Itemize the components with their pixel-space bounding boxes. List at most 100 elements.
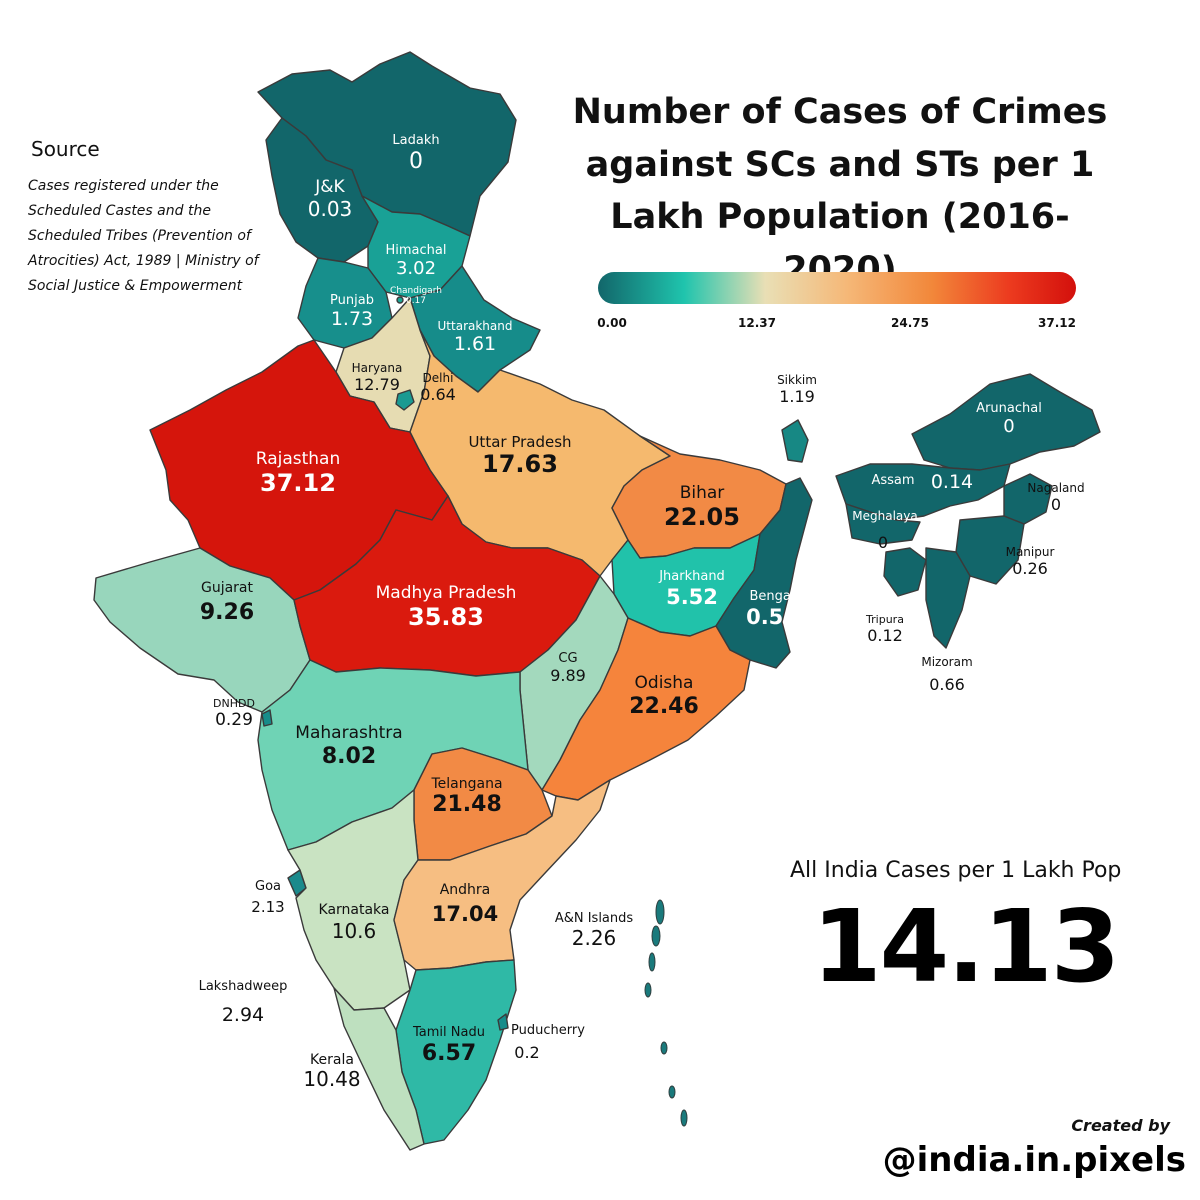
label-value: 3.02 bbox=[395, 257, 437, 279]
label-value: 0.12 bbox=[867, 625, 903, 645]
region-odisha bbox=[541, 617, 751, 801]
label-haryana: Haryana 12.79 bbox=[352, 361, 403, 394]
label-meghalaya-value: 0 bbox=[877, 533, 889, 552]
label-name: Assam bbox=[871, 473, 915, 488]
label-cg: CG 9.89 bbox=[550, 651, 586, 685]
region-bengal bbox=[715, 477, 813, 669]
all-india-value: 14.13 bbox=[812, 888, 1120, 1005]
region-dnhdd bbox=[261, 709, 273, 727]
label-name: Nagaland bbox=[1027, 481, 1085, 495]
label-value: 17.04 bbox=[431, 902, 499, 927]
label-value: 0.2 bbox=[514, 1043, 540, 1062]
label-name: Puducherry bbox=[511, 1023, 585, 1038]
label-tamilnadu: Tamil Nadu 6.57 bbox=[413, 1025, 485, 1066]
label-name: Mizoram bbox=[921, 655, 973, 669]
label-value: 0 bbox=[1050, 494, 1062, 514]
label-up: Uttar Pradesh 17.63 bbox=[468, 433, 572, 479]
label-name: Manipur bbox=[1005, 545, 1055, 559]
label-value: 22.05 bbox=[664, 502, 740, 531]
label-ladakh: Ladakh 0 bbox=[392, 133, 440, 174]
label-name: CG bbox=[558, 651, 578, 666]
label-value: 35.83 bbox=[408, 602, 484, 631]
label-name: Chandigarh bbox=[390, 286, 442, 296]
label-value: 22.46 bbox=[629, 693, 699, 719]
label-value: 0.17 bbox=[405, 296, 427, 307]
label-goa: Goa 2.13 bbox=[251, 879, 285, 916]
label-name: Arunachal bbox=[976, 401, 1042, 416]
label-value: 0.54 bbox=[746, 604, 798, 629]
legend-tick-1: 12.37 bbox=[738, 316, 776, 330]
label-nagaland: Nagaland 0 bbox=[1027, 481, 1085, 514]
label-uttarakhand: Uttarakhand 1.61 bbox=[437, 319, 513, 356]
label-value: 0.14 bbox=[930, 471, 974, 493]
label-name: Tripura bbox=[866, 613, 904, 626]
label-dnhdd: DNHDD 0.29 bbox=[213, 697, 255, 730]
label-name: DNHDD bbox=[213, 697, 255, 710]
label-name: Uttarakhand bbox=[437, 319, 513, 333]
label-value: 12.79 bbox=[354, 374, 400, 394]
label-name: Madhya Pradesh bbox=[375, 583, 517, 603]
label-value: 1.73 bbox=[330, 307, 374, 330]
label-jharkhand: Jharkhand 5.52 bbox=[659, 569, 725, 609]
label-gujarat: Gujarat 9.26 bbox=[200, 580, 254, 625]
label-lakshadweep: Lakshadweep 2.94 bbox=[199, 979, 288, 1027]
label-rajasthan: Rajasthan 37.12 bbox=[255, 449, 341, 497]
label-name: Gujarat bbox=[200, 580, 253, 596]
region-mizoram bbox=[925, 547, 971, 649]
label-value: 9.89 bbox=[550, 665, 586, 685]
label-value: 0 bbox=[877, 533, 889, 552]
label-chandigarh: Chandigarh 0.17 bbox=[390, 286, 442, 307]
label-name: Punjab bbox=[330, 293, 374, 308]
legend-tick-min: 0.00 bbox=[597, 316, 627, 330]
label-himachal: Himachal 3.02 bbox=[386, 243, 447, 280]
label-value: 8.02 bbox=[321, 743, 377, 769]
label-value: 9.26 bbox=[199, 600, 255, 626]
chart-title: Number of Cases of Crimes against SCs an… bbox=[572, 92, 1108, 290]
label-value: 0.26 bbox=[1012, 558, 1048, 578]
label-value: 2.94 bbox=[221, 1003, 265, 1026]
label-delhi: Delhi 0.64 bbox=[420, 371, 456, 404]
color-scale-legend bbox=[598, 272, 1076, 304]
label-name: Sikkim bbox=[777, 373, 817, 387]
label-karnataka: Karnataka 10.6 bbox=[319, 902, 390, 943]
label-puducherry-value: 0.2 bbox=[514, 1043, 540, 1062]
label-mizoram: Mizoram 0.66 bbox=[921, 655, 973, 694]
credit-label: Created by bbox=[1071, 1116, 1170, 1135]
label-value: 0.03 bbox=[307, 196, 353, 221]
label-arunachal: Arunachal 0 bbox=[976, 401, 1042, 438]
label-odisha: Odisha 22.46 bbox=[629, 673, 699, 719]
label-value: 2.13 bbox=[251, 897, 285, 916]
region-meghalaya bbox=[845, 503, 921, 545]
region-sikkim bbox=[781, 419, 809, 463]
label-name: Kerala bbox=[310, 1052, 354, 1068]
label-value: 10.48 bbox=[303, 1067, 361, 1092]
label-mp: Madhya Pradesh 35.83 bbox=[375, 583, 517, 631]
label-name: Telangana bbox=[431, 776, 503, 792]
label-bihar: Bihar 22.05 bbox=[664, 483, 740, 531]
label-name: Odisha bbox=[634, 673, 694, 693]
label-bengal: Bengal 0.54 bbox=[746, 589, 798, 629]
label-name: Rajasthan bbox=[255, 449, 341, 469]
label-value: 10.6 bbox=[331, 919, 377, 944]
label-name: Tamil Nadu bbox=[413, 1025, 485, 1040]
region-jk bbox=[265, 117, 379, 263]
region-andhra bbox=[393, 779, 611, 971]
label-value: 1.19 bbox=[779, 386, 815, 406]
label-name: Uttar Pradesh bbox=[468, 433, 572, 451]
label-jk: J&K 0.03 bbox=[307, 177, 353, 221]
label-value: 21.48 bbox=[432, 792, 502, 818]
label-value: 0.29 bbox=[215, 709, 253, 730]
label-assam: Assam bbox=[871, 473, 915, 489]
region-an-islands bbox=[644, 899, 688, 1127]
source-text: Cases registered under the Scheduled Cas… bbox=[28, 178, 259, 294]
label-name: Goa bbox=[255, 879, 281, 894]
all-india-label: All India Cases per 1 Lakh Pop bbox=[790, 858, 1122, 883]
label-name: Maharashtra bbox=[295, 723, 403, 743]
label-manipur: Manipur 0.26 bbox=[1005, 545, 1055, 578]
region-kerala bbox=[333, 987, 425, 1151]
label-name: Bihar bbox=[679, 483, 725, 503]
label-name: Ladakh bbox=[392, 133, 440, 148]
label-telangana: Telangana 21.48 bbox=[431, 776, 502, 817]
